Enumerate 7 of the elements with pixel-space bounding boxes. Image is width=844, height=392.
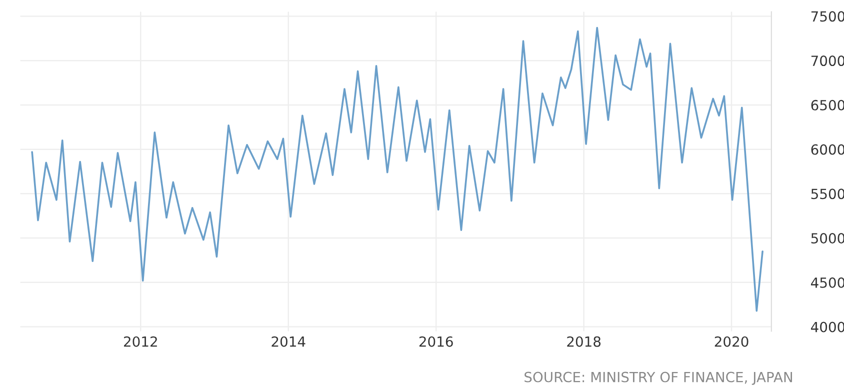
x-tick-label: 2016 (419, 336, 453, 347)
x-tick-label: 2014 (272, 336, 306, 347)
x-tick-label: 2012 (124, 336, 157, 347)
line-series (31, 26, 764, 312)
x-tick-label: 2020 (714, 336, 748, 347)
source-note: SOURCE: MINISTRY OF FINANCE, JAPAN (524, 372, 792, 385)
x-tick-label: 2018 (567, 336, 601, 347)
